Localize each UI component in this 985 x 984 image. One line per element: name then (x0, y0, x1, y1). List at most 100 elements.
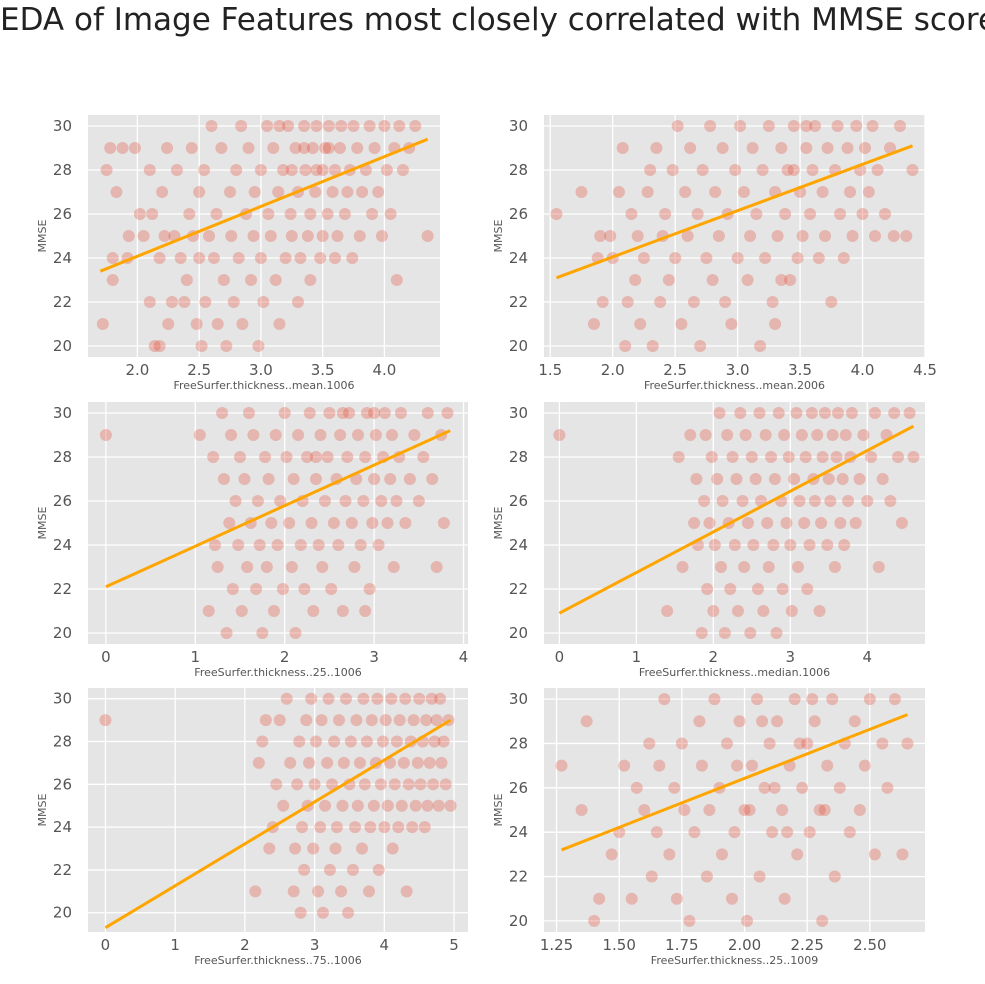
data-point (330, 821, 343, 834)
data-point (304, 208, 317, 220)
data-point (359, 605, 372, 617)
data-point (232, 252, 245, 264)
data-point (769, 318, 782, 330)
data-point (737, 186, 750, 198)
data-point (193, 186, 206, 198)
data-point (296, 821, 309, 834)
data-point (217, 274, 230, 286)
data-point (293, 735, 306, 748)
data-point (331, 230, 344, 242)
data-point (771, 230, 784, 242)
data-point (812, 252, 825, 264)
x-tick-label: 2 (709, 648, 719, 666)
data-point (301, 230, 314, 242)
data-point (376, 735, 389, 748)
data-point (784, 274, 797, 286)
data-point (701, 583, 714, 595)
data-point (420, 714, 433, 727)
data-point (294, 252, 307, 264)
data-point (216, 407, 229, 419)
data-point (816, 186, 829, 198)
data-point (849, 517, 862, 529)
data-point (659, 208, 672, 220)
data-point (715, 848, 728, 861)
data-point (315, 714, 328, 727)
data-point (162, 318, 175, 330)
data-point (765, 451, 778, 463)
data-point (284, 208, 297, 220)
data-point (406, 821, 419, 834)
x-tick-label: 0 (555, 648, 565, 666)
y-tick-label: 24 (509, 536, 528, 554)
data-point (704, 120, 717, 132)
data-point (806, 164, 819, 176)
data-point (270, 778, 283, 791)
data-point (306, 142, 319, 154)
data-point (183, 208, 196, 220)
data-point (256, 627, 269, 639)
data-point (327, 517, 340, 529)
data-point (310, 473, 322, 485)
data-point (761, 517, 774, 529)
data-point (796, 781, 809, 794)
data-point (299, 164, 312, 176)
data-point (425, 692, 438, 705)
data-point (301, 451, 314, 463)
data-point (312, 885, 325, 898)
data-point (675, 318, 688, 330)
data-point (137, 230, 150, 242)
data-point (322, 692, 335, 705)
data-point (357, 495, 370, 507)
data-point (298, 142, 311, 154)
data-point (153, 252, 166, 264)
data-point (836, 473, 849, 485)
y-axis-label: MMSE (492, 793, 505, 826)
figure-title: EDA of Image Features most closely corre… (0, 2, 985, 38)
data-point (630, 781, 643, 794)
y-tick-label: 30 (53, 117, 72, 135)
data-point (260, 561, 273, 573)
data-point (402, 778, 415, 791)
x-tick-label: 3.0 (726, 361, 750, 379)
data-point (695, 627, 708, 639)
data-point (766, 296, 779, 308)
data-point (726, 451, 739, 463)
data-point (174, 252, 187, 264)
data-point (352, 429, 365, 441)
data-point (858, 759, 871, 772)
data-point (746, 142, 759, 154)
data-point (861, 495, 874, 507)
data-point (364, 821, 377, 834)
data-point (285, 230, 298, 242)
data-point (821, 539, 834, 551)
data-point (368, 473, 381, 485)
data-point (787, 164, 800, 176)
data-point (279, 252, 292, 264)
data-point (645, 870, 658, 883)
data-point (384, 473, 397, 485)
data-point (811, 429, 824, 441)
data-point (321, 208, 334, 220)
data-point (793, 495, 806, 507)
data-point (146, 208, 159, 220)
data-point (688, 826, 701, 839)
data-point (227, 296, 240, 308)
data-point (809, 120, 822, 132)
data-point (356, 842, 369, 855)
data-point (818, 804, 831, 816)
data-point (178, 296, 191, 308)
data-point (751, 693, 764, 706)
y-axis-label: MMSE (36, 793, 49, 826)
data-point (696, 164, 709, 176)
data-point (386, 842, 399, 855)
data-point (271, 539, 284, 551)
data-point (738, 804, 751, 816)
data-point (653, 759, 666, 772)
data-point (604, 230, 617, 242)
data-point (390, 495, 403, 507)
data-point (226, 583, 239, 595)
data-point (122, 230, 135, 242)
data-point (743, 804, 756, 816)
data-point (251, 495, 264, 507)
data-point (901, 737, 914, 750)
